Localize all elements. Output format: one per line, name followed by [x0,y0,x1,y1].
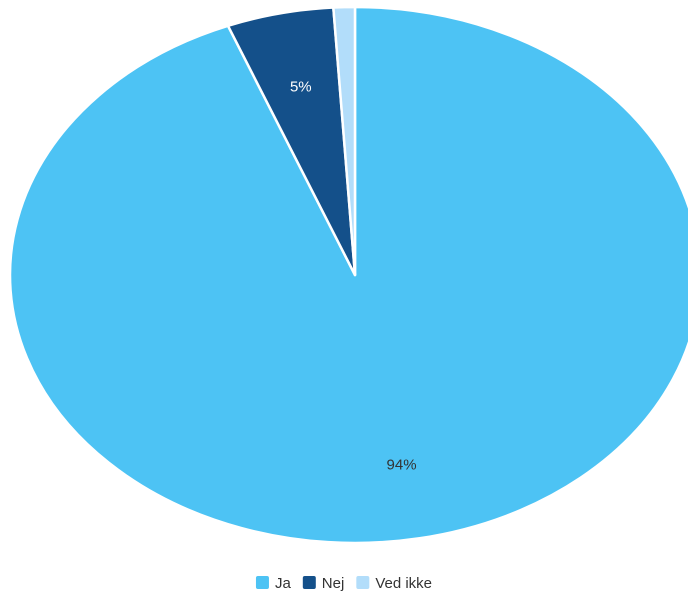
legend-swatch-nej [302,576,316,589]
pie-data-labels: 94% 5% [290,79,417,474]
pie-slice-ja [8,5,688,545]
legend-swatch-ved-ikke [356,576,370,589]
legend-item-ja[interactable]: Ja [255,575,292,592]
pie-slice-ved-ikke [332,5,357,277]
pie-slices [8,5,688,545]
legend-item-ved-ikke[interactable]: Ved ikke [356,575,432,592]
legend-label-ja: Ja [275,575,292,592]
legend-item-nej[interactable]: Nej [302,575,345,592]
legend-swatch-ja [255,576,269,589]
chart-legend: Ja Nej Ved ikke [255,575,432,592]
data-label-nej: 5% [290,79,312,96]
legend-label-nej: Nej [322,575,345,592]
legend-label-ved-ikke: Ved ikke [375,575,432,592]
data-label-ja: 94% [387,457,417,474]
